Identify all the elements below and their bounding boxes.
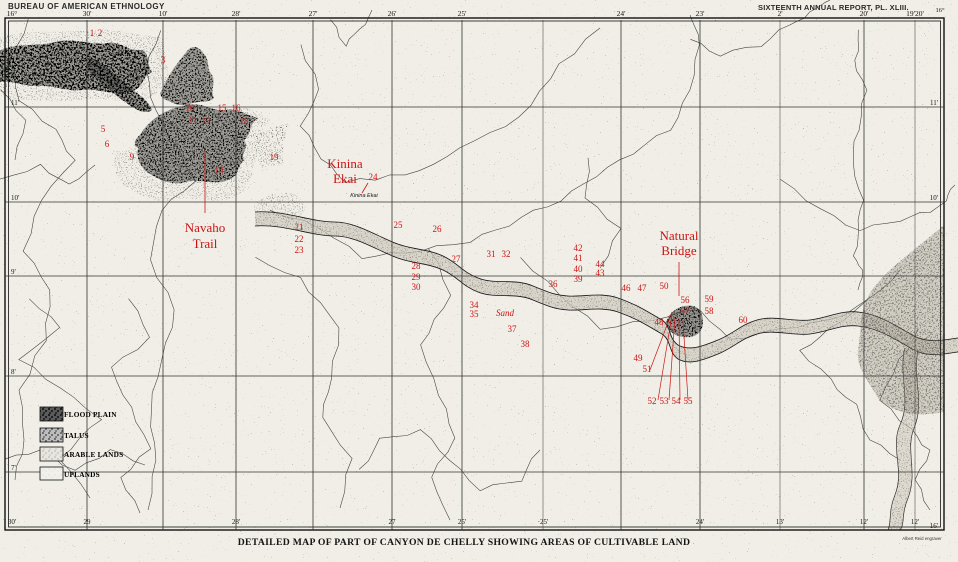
svg-text:31: 31	[487, 249, 496, 259]
svg-text:5: 5	[101, 124, 106, 134]
svg-text:27: 27	[452, 254, 462, 264]
svg-text:35: 35	[470, 309, 480, 319]
svg-text:1: 1	[90, 28, 95, 38]
svg-text:54: 54	[672, 396, 682, 406]
svg-text:25': 25'	[458, 9, 468, 18]
svg-text:2: 2	[98, 28, 103, 38]
svg-text:22: 22	[295, 234, 304, 244]
svg-text:46: 46	[622, 283, 632, 293]
svg-text:10': 10'	[930, 194, 938, 202]
svg-text:Bridge: Bridge	[661, 243, 697, 258]
svg-text:58: 58	[705, 306, 715, 316]
svg-text:19: 19	[270, 152, 280, 162]
svg-text:Ekai: Ekai	[333, 171, 357, 186]
svg-text:Natural: Natural	[660, 228, 699, 243]
svg-text:3: 3	[161, 55, 166, 65]
svg-text:19'20': 19'20'	[906, 9, 924, 18]
svg-text:10': 10'	[11, 194, 19, 202]
svg-text:12': 12'	[911, 518, 919, 526]
svg-text:13': 13'	[776, 518, 784, 526]
svg-text:55: 55	[684, 396, 694, 406]
svg-text:48: 48	[655, 317, 665, 327]
svg-text:42: 42	[574, 243, 583, 253]
svg-text:30': 30'	[8, 518, 16, 526]
svg-text:Trail: Trail	[193, 236, 218, 251]
svg-text:27': 27'	[309, 9, 319, 18]
svg-text:41: 41	[574, 253, 583, 263]
svg-text:16': 16'	[930, 522, 938, 530]
svg-text:Navaho: Navaho	[185, 220, 225, 235]
svg-text:18: 18	[240, 116, 250, 126]
svg-text:25: 25	[394, 220, 404, 230]
svg-text:23: 23	[295, 245, 305, 255]
svg-text:FLOOD PLAIN: FLOOD PLAIN	[64, 410, 117, 419]
svg-text:24': 24'	[696, 518, 704, 526]
svg-text:12': 12'	[860, 518, 868, 526]
svg-text:Kinina: Kinina	[327, 156, 363, 171]
svg-text:7': 7'	[11, 464, 16, 472]
svg-text:TALUS: TALUS	[64, 431, 89, 440]
svg-text:50: 50	[660, 281, 670, 291]
svg-text:11': 11'	[11, 99, 19, 107]
svg-text:39: 39	[574, 274, 584, 284]
svg-text:15: 15	[218, 103, 228, 113]
svg-text:14: 14	[215, 165, 225, 175]
svg-text:23': 23'	[696, 9, 706, 18]
svg-text:6: 6	[105, 139, 110, 149]
svg-text:59: 59	[705, 294, 715, 304]
svg-text:UPLANDS: UPLANDS	[64, 470, 100, 479]
svg-text:13: 13	[202, 116, 212, 126]
svg-text:25': 25'	[458, 518, 466, 526]
svg-text:11': 11'	[930, 99, 938, 107]
svg-text:27: 27	[389, 518, 397, 526]
svg-text:53: 53	[660, 396, 670, 406]
svg-text:9: 9	[130, 152, 135, 162]
svg-text:60: 60	[739, 315, 749, 325]
svg-text:28: 28	[412, 261, 422, 271]
svg-text:10: 10	[186, 103, 196, 113]
svg-text:26: 26	[433, 224, 443, 234]
svg-text:37: 37	[508, 324, 518, 334]
svg-text:38: 38	[521, 339, 531, 349]
svg-text:36: 36	[549, 279, 559, 289]
svg-text:·25': ·25'	[538, 518, 549, 526]
svg-text:29: 29	[412, 272, 422, 282]
svg-text:21: 21	[295, 222, 304, 232]
svg-text:40: 40	[574, 264, 584, 274]
svg-text:43: 43	[596, 268, 606, 278]
svg-text:16: 16	[232, 103, 242, 113]
svg-text:16°: 16°	[935, 7, 945, 14]
svg-text:49: 49	[634, 353, 644, 363]
svg-text:8': 8'	[11, 368, 16, 376]
svg-text:28': 28'	[232, 518, 240, 526]
svg-text:29: 29	[84, 518, 92, 526]
svg-text:30: 30	[412, 282, 422, 292]
svg-text:47: 47	[638, 283, 648, 293]
svg-text:Sand: Sand	[496, 308, 515, 318]
svg-text:26': 26'	[388, 9, 398, 18]
svg-text:52: 52	[648, 396, 657, 406]
svg-text:Albert Reid engraver: Albert Reid engraver	[902, 536, 942, 541]
svg-text:56: 56	[681, 295, 691, 305]
svg-text:Kinina Ekai: Kinina Ekai	[350, 193, 378, 199]
svg-text:28': 28'	[232, 9, 242, 18]
svg-text:ARABLE LANDS: ARABLE LANDS	[64, 450, 123, 459]
svg-text:9': 9'	[11, 268, 16, 276]
svg-text:57: 57	[681, 306, 691, 316]
svg-text:24: 24	[369, 172, 379, 182]
svg-text:32: 32	[502, 249, 511, 259]
svg-text:24': 24'	[617, 9, 627, 18]
svg-text:11: 11	[189, 116, 198, 126]
svg-text:DETAILED MAP OF PART OF CANYON: DETAILED MAP OF PART OF CANYON DE CHELLY…	[238, 537, 691, 548]
